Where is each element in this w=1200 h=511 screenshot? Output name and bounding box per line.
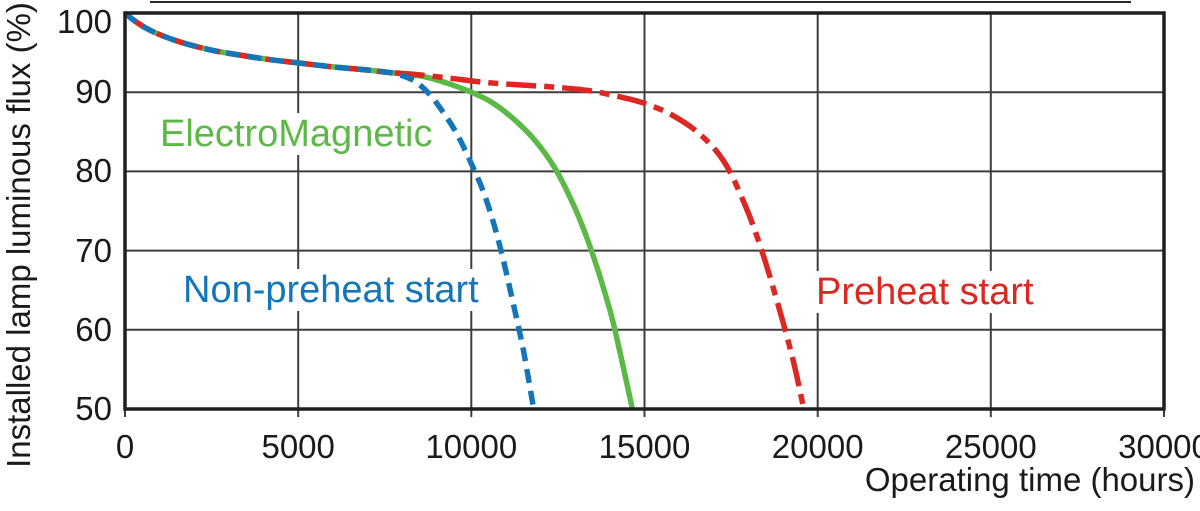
y-tick-label-80: 80 xyxy=(75,152,112,190)
x-tick-label-10000: 10000 xyxy=(425,428,518,465)
x-tick-label-0: 0 xyxy=(115,428,135,465)
plot-border xyxy=(123,11,1166,411)
y-tick-label-60: 60 xyxy=(75,310,112,348)
x-axis-title: Operating time (hours) xyxy=(864,461,1195,498)
series-label-preheat-start: Preheat start xyxy=(813,271,1037,313)
x-tick-label-20000: 20000 xyxy=(771,428,864,465)
x-tick-label-5000: 5000 xyxy=(261,428,335,465)
y-tick-label-70: 70 xyxy=(75,231,112,269)
plot-frame xyxy=(123,11,1166,411)
x-tick-label-15000: 15000 xyxy=(598,428,691,465)
x-tick-label-30000: 30000 xyxy=(1118,428,1200,465)
y-tick-label-90: 90 xyxy=(75,73,112,111)
curve-preheat-start xyxy=(123,10,807,410)
data-series xyxy=(123,10,807,410)
y-tick-label-50: 50 xyxy=(75,390,112,427)
curve-non-preheat-start xyxy=(123,10,537,410)
y-tick-label-100: 100 xyxy=(56,3,112,40)
gridlines xyxy=(124,13,1165,417)
series-label-non-preheat-start: Non-preheat start xyxy=(180,269,482,311)
x-tick-label-25000: 25000 xyxy=(944,428,1037,465)
series-label-electromagnetic: ElectroMagnetic xyxy=(157,113,436,155)
y-axis-title: Installed lamp luminous flux (%) xyxy=(0,2,37,468)
